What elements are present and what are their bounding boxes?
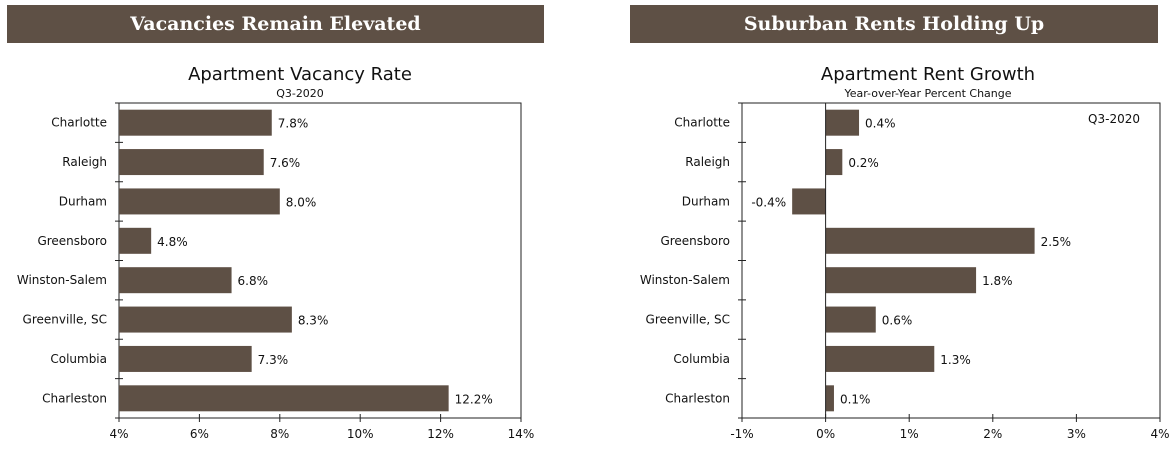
bar-raleigh [119,149,264,176]
x-tick-label: 12% [427,427,454,441]
x-tick-label: 1% [900,427,919,441]
x-tick-label: 4% [1150,427,1169,441]
x-tick-label: 6% [190,427,209,441]
category-label: Greensboro [37,234,107,248]
data-label: 1.3% [940,353,971,367]
data-label: 7.6% [270,156,301,170]
rent-growth-banner: Suburban Rents Holding Up [630,5,1158,43]
x-tick-label: 2% [983,427,1002,441]
category-label: Durham [682,194,730,208]
category-label: Columbia [673,352,730,366]
vacancy-panel: Vacancies Remain Elevated Apartment Vaca… [7,5,544,441]
data-label: 0.6% [882,314,913,328]
rent-growth-panel: Suburban Rents Holding Up Apartment Rent… [588,0,1176,463]
bar-greensboro [825,227,1035,254]
category-label: Greensboro [660,234,730,248]
category-label: Greenville, SC [646,313,730,327]
bar-charleston [825,385,834,412]
data-label: 8.3% [298,314,329,328]
category-label: Columbia [50,352,107,366]
chart-title: Apartment Vacancy Rate [188,64,412,85]
category-label: Charleston [665,391,730,405]
bar-charlotte [825,109,860,136]
data-label: 2.5% [1041,235,1072,249]
bar-winston-salem [825,267,977,294]
category-label: Winston-Salem [17,273,107,287]
category-label: Charlotte [51,116,107,130]
bar-greenville-sc [119,306,292,333]
plot-annotation: Q3-2020 [1088,112,1140,126]
x-tick-label: 10% [347,427,374,441]
data-label: 12.2% [455,392,493,406]
rent-growth-chart: Apartment Rent Growth Year-over-Year Perc… [640,64,1170,441]
bar-charlotte [119,109,272,136]
chart-title: Apartment Rent Growth [821,64,1035,85]
vacancy-banner: Vacancies Remain Elevated [7,5,544,43]
bar-winston-salem [119,267,232,294]
category-label: Raleigh [685,155,730,169]
vacancy-rate-chart: Apartment Vacancy Rate Q3-2020 Charlotte 7.… [17,64,535,441]
bar-durham [792,188,826,215]
category-label: Winston-Salem [640,273,730,287]
bar-charleston [119,385,449,412]
category-label: Charlotte [674,116,730,130]
bar-greensboro [119,227,152,254]
category-label: Durham [59,194,107,208]
bar-greenville-sc [825,306,876,333]
data-label: 6.8% [238,274,269,288]
chart-subtitle: Q3-2020 [276,87,324,100]
data-label: 7.8% [278,117,309,131]
bar-durham [119,188,280,215]
x-tick-label: 0% [816,427,835,441]
bar-columbia [119,345,252,372]
data-label: 0.2% [848,156,879,170]
data-label: 1.8% [982,274,1013,288]
x-tick-label: 3% [1067,427,1086,441]
data-label: -0.4% [751,195,786,209]
category-label: Greenville, SC [23,313,107,327]
x-tick-label: -1% [730,427,753,441]
data-label: 8.0% [286,195,317,209]
category-label: Charleston [42,391,107,405]
data-label: 4.8% [157,235,188,249]
bar-columbia [825,345,935,372]
chart-subtitle: Year-over-Year Percent Change [843,87,1011,100]
data-label: 0.4% [865,117,896,131]
plot-frame [741,102,1161,419]
x-tick-label: 8% [270,427,289,441]
data-label: 7.3% [258,353,289,367]
category-label: Raleigh [62,155,107,169]
bar-raleigh [825,149,843,176]
data-label: 0.1% [840,392,871,406]
x-tick-label: 4% [109,427,128,441]
x-tick-label: 14% [508,427,535,441]
